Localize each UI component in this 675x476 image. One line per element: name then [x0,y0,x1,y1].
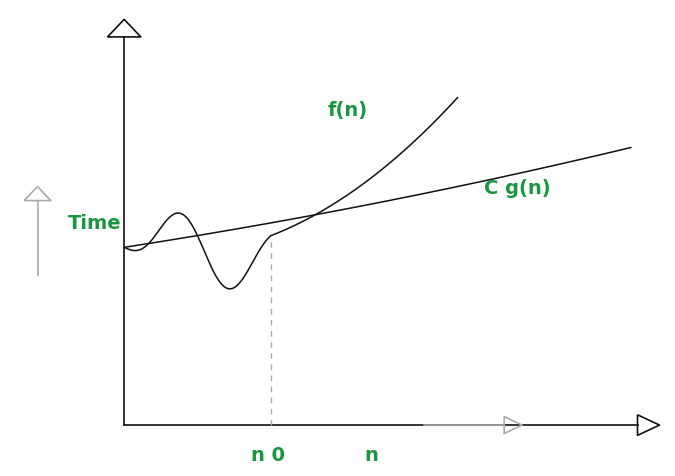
Text: n: n [364,446,378,465]
Text: Time: Time [68,215,121,233]
Text: n 0: n 0 [250,446,284,465]
Text: C g(n): C g(n) [484,178,551,198]
Text: f(n): f(n) [327,101,368,120]
